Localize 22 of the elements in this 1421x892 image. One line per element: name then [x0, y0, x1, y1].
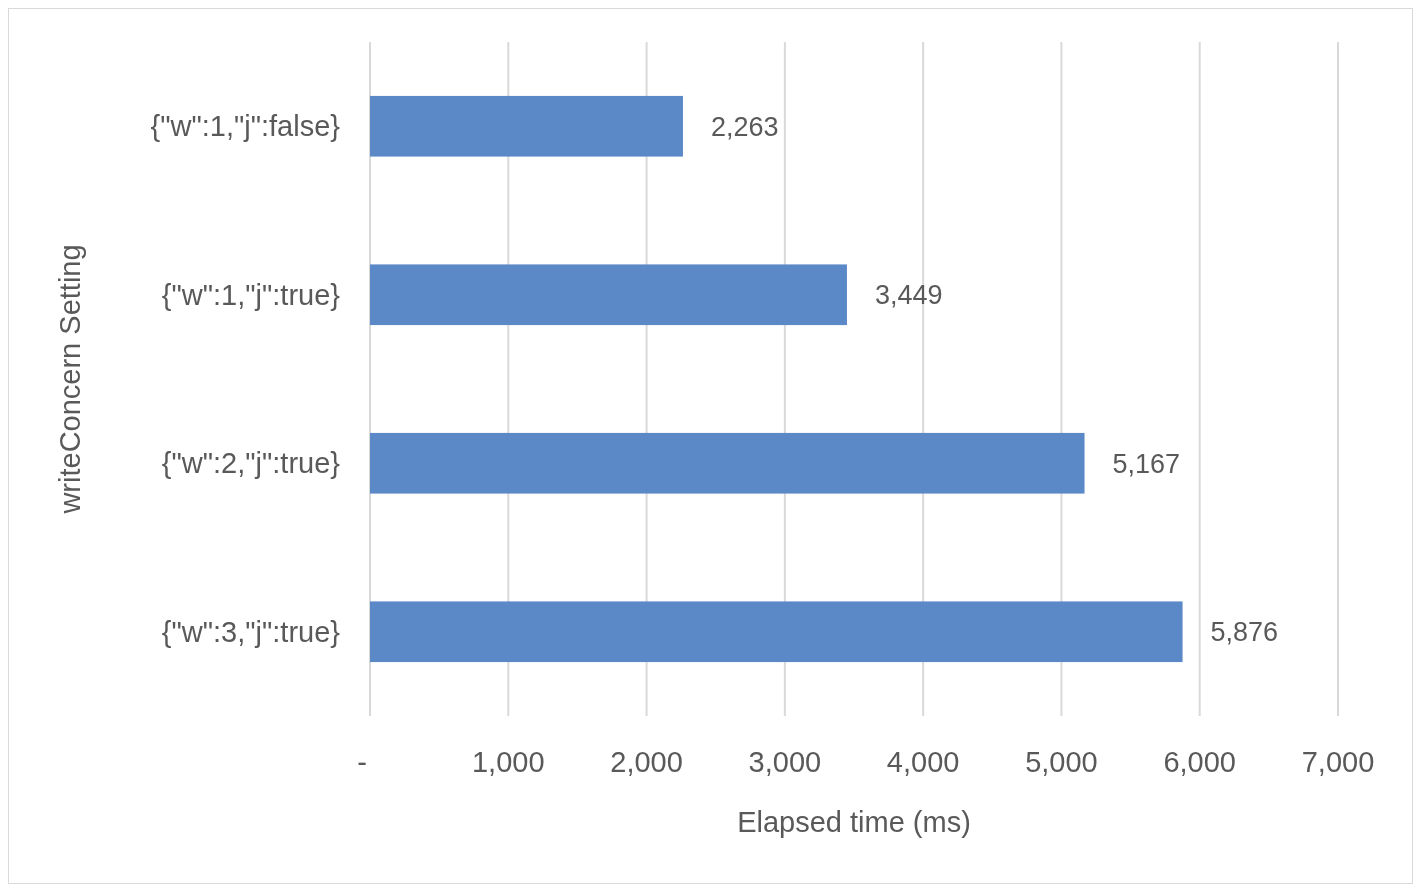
- y-tick-label: {"w":1,"j":true}: [161, 278, 341, 311]
- y-axis-title: writeConcern Setting: [54, 244, 86, 515]
- y-tick-label: {"w":1,"j":false}: [150, 110, 341, 143]
- x-tick-label: 1,000: [472, 746, 545, 778]
- bar: [370, 95, 683, 157]
- bar: [370, 432, 1085, 494]
- x-tick-label: -: [357, 746, 367, 778]
- bar: [370, 264, 847, 326]
- bar: [370, 601, 1183, 663]
- x-tick-label: 5,000: [1025, 746, 1098, 778]
- x-tick-label: 3,000: [748, 746, 822, 778]
- data-label: 3,449: [874, 280, 943, 311]
- y-tick-label: {"w":3,"j":true}: [161, 615, 341, 648]
- data-label: 2,263: [710, 111, 779, 142]
- x-axis-title: Elapsed time (ms): [737, 806, 971, 838]
- data-label: 5,167: [1112, 448, 1181, 479]
- x-tick-label: 2,000: [610, 746, 683, 778]
- x-tick-label: 4,000: [886, 746, 960, 778]
- data-label: 5,876: [1210, 617, 1279, 648]
- x-tick-label: 6,000: [1163, 746, 1236, 778]
- x-tick-label: 7,000: [1301, 746, 1375, 778]
- y-tick-label: {"w":2,"j":true}: [161, 447, 341, 480]
